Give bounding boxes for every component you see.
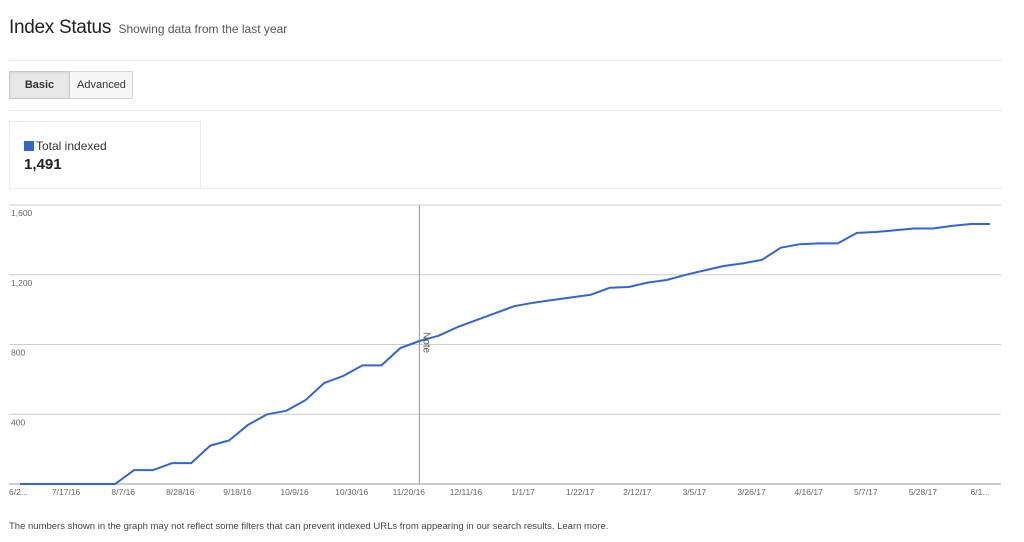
tab-advanced[interactable]: Advanced — [70, 71, 133, 99]
metric-value: 1,491 — [24, 156, 62, 173]
footer-text: The numbers shown in the graph may not r… — [9, 521, 555, 532]
series-color-swatch — [24, 141, 34, 151]
x-tick-label: 12/11/16 — [450, 487, 483, 497]
y-tick-label: 400 — [11, 417, 25, 427]
page-title: Index Status — [9, 17, 112, 38]
x-tick-label: 10/9/16 — [280, 487, 309, 497]
metric-card-total-indexed[interactable]: Total indexed 1,491 — [9, 121, 201, 188]
page-subtitle: Showing data from the last year — [118, 22, 288, 36]
x-tick-label: 1/1/17 — [511, 487, 535, 497]
x-tick-label: 8/28/16 — [166, 487, 195, 497]
y-tick-label: 1,600 — [11, 208, 33, 218]
learn-more-link[interactable]: Learn more. — [557, 521, 609, 532]
x-tick-label: 6/1... — [971, 487, 990, 497]
y-tick-label: 1,200 — [11, 278, 33, 288]
x-tick-label: 4/16/17 — [794, 487, 823, 497]
x-tick-label: 8/7/16 — [111, 487, 135, 497]
metric-divider — [9, 188, 1002, 189]
tabs-divider — [9, 110, 1002, 111]
annotation-label: Note — [420, 332, 431, 354]
x-tick-label: 6/2... — [9, 487, 28, 497]
x-tick-label: 7/17/16 — [52, 487, 81, 497]
x-tick-label: 11/20/16 — [393, 487, 426, 497]
metric-label-text: Total indexed — [36, 139, 107, 153]
series-line-total-indexed — [20, 223, 990, 485]
view-tabs: Basic Advanced — [9, 71, 133, 99]
tab-basic[interactable]: Basic — [9, 71, 70, 99]
y-tick-label: 800 — [11, 348, 25, 358]
x-tick-label: 3/26/17 — [737, 487, 766, 497]
metric-label: Total indexed — [24, 139, 107, 153]
x-tick-label: 2/12/17 — [623, 487, 652, 497]
x-tick-label: 5/28/17 — [909, 487, 938, 497]
header-divider — [9, 60, 1002, 61]
footer-note: The numbers shown in the graph may not r… — [9, 521, 608, 532]
index-status-chart: 400 800 1,200 1,600 Note 6/2... 7/17/16 8/7/16 8… — [9, 204, 1001, 497]
x-tick-label: 5/7/17 — [854, 487, 878, 497]
x-tick-label: 3/5/17 — [683, 487, 707, 497]
x-tick-label: 9/18/16 — [223, 487, 252, 497]
x-tick-label: 1/22/17 — [566, 487, 595, 497]
page-header: Index Status Showing data from the last … — [9, 17, 287, 39]
x-tick-label: 10/30/16 — [335, 487, 368, 497]
